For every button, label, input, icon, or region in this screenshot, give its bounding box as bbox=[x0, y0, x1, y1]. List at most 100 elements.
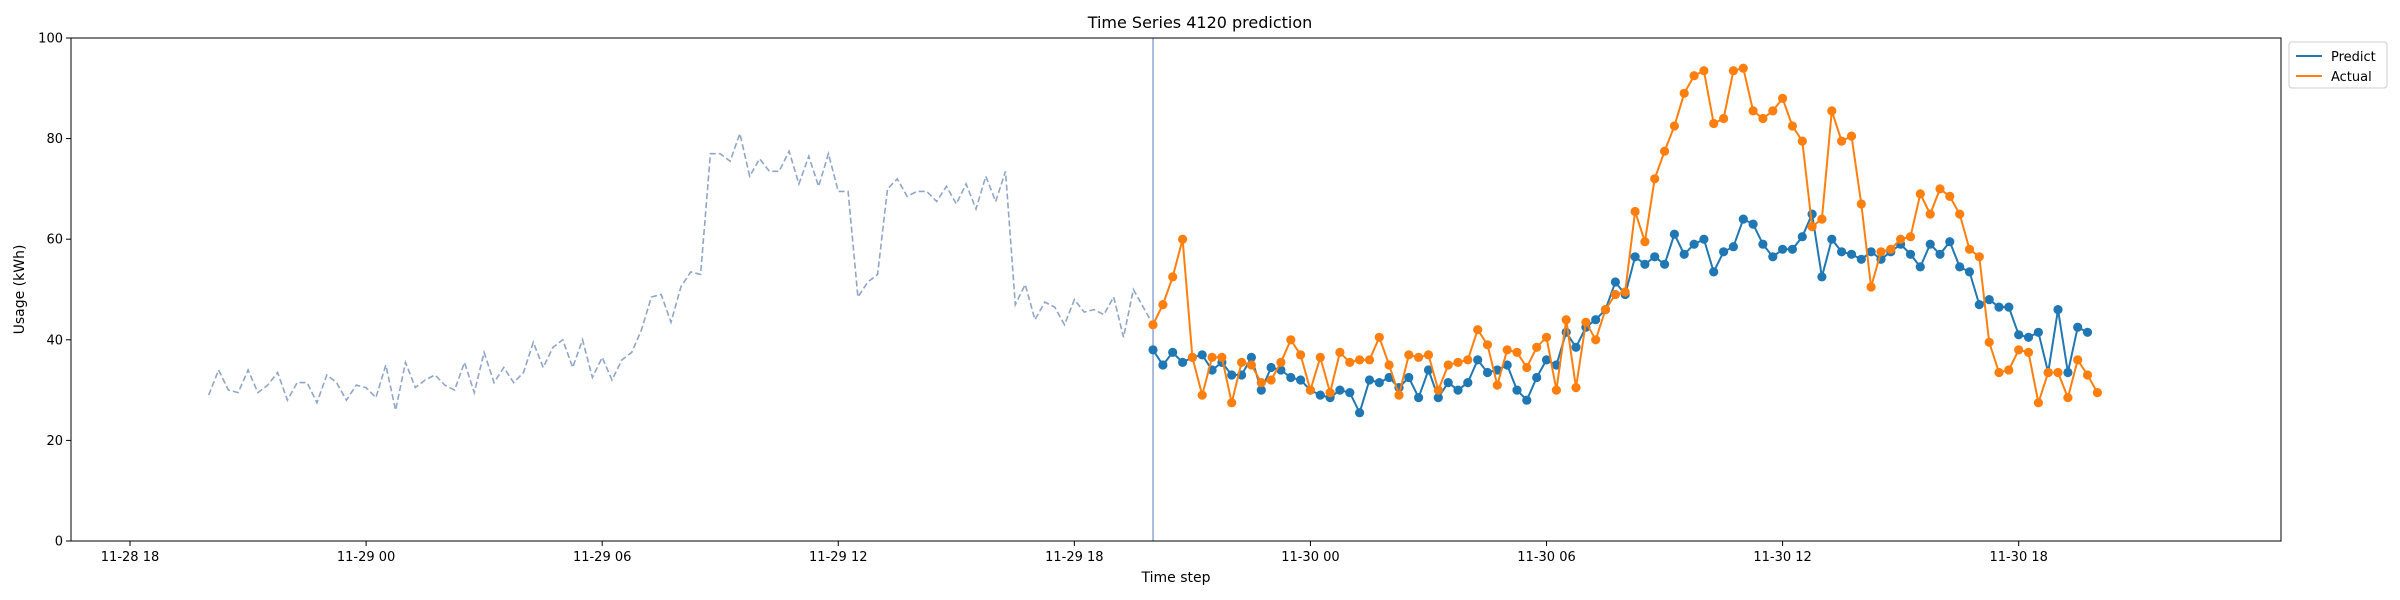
actual-point bbox=[1296, 350, 1306, 360]
predict-point bbox=[1964, 267, 1975, 277]
predict-point bbox=[1423, 365, 1434, 375]
predict-point bbox=[1984, 295, 1994, 305]
actual-point bbox=[1955, 209, 1965, 219]
predict-point bbox=[1404, 372, 1414, 383]
predict-point bbox=[1502, 360, 1512, 370]
actual-point bbox=[1325, 388, 1335, 398]
predict-point bbox=[1345, 388, 1355, 398]
actual-point bbox=[1915, 189, 1925, 199]
legend: Predict Actual bbox=[2288, 41, 2388, 89]
predict-point bbox=[1473, 355, 1483, 365]
predict-point bbox=[1945, 237, 1955, 247]
x-tick-label: 11-29 00 bbox=[337, 550, 395, 565]
actual-point bbox=[1286, 335, 1296, 345]
actual-point bbox=[1640, 237, 1650, 247]
actual-point bbox=[1237, 357, 1247, 367]
predict-point bbox=[1443, 378, 1453, 388]
actual-point bbox=[1512, 347, 1522, 357]
predict-point bbox=[1266, 362, 1276, 373]
actual-point bbox=[1866, 282, 1876, 292]
actual-point bbox=[1787, 121, 1797, 131]
x-tick-label: 11-29 18 bbox=[1045, 550, 1103, 565]
actual-point bbox=[1522, 362, 1532, 373]
actual-point bbox=[2043, 367, 2053, 378]
predict-point bbox=[1817, 272, 1827, 282]
actual-point bbox=[1709, 118, 1719, 129]
y-tick-label: 80 bbox=[46, 132, 63, 147]
actual-point bbox=[1482, 340, 1493, 350]
predict-point bbox=[1827, 234, 1837, 244]
actual-point bbox=[1807, 222, 1817, 232]
predict-point bbox=[1797, 232, 1807, 242]
actual-point bbox=[2004, 365, 2014, 375]
x-tick-label: 11-28 18 bbox=[101, 550, 159, 565]
actual-point bbox=[1404, 350, 1414, 360]
predict-point bbox=[1227, 370, 1237, 380]
predict-point bbox=[1719, 247, 1729, 257]
actual-point bbox=[1679, 88, 1689, 98]
predict-point bbox=[1866, 247, 1876, 257]
actual-point bbox=[1591, 335, 1601, 345]
predict-point bbox=[1482, 367, 1493, 378]
actual-point bbox=[1817, 214, 1827, 224]
predict-point bbox=[1787, 244, 1797, 254]
actual-point bbox=[1837, 136, 1847, 146]
actual-point bbox=[2033, 398, 2043, 408]
predict-point bbox=[1315, 390, 1325, 400]
actual-point bbox=[1797, 136, 1807, 146]
actual-point bbox=[1256, 378, 1266, 388]
predict-point bbox=[1364, 375, 1375, 385]
predict-point bbox=[1463, 378, 1473, 388]
x-tick-label: 11-29 06 bbox=[573, 550, 631, 565]
predict-point bbox=[1699, 234, 1709, 244]
predict-point bbox=[1384, 372, 1394, 383]
actual-point bbox=[1856, 199, 1866, 209]
actual-point bbox=[1492, 380, 1502, 390]
legend-label-predict: Predict bbox=[2331, 50, 2376, 65]
x-axis-label: Time step bbox=[1141, 570, 1211, 586]
actual-series bbox=[1148, 63, 2102, 408]
actual-point bbox=[1394, 390, 1404, 400]
actual-point bbox=[1778, 93, 1788, 103]
actual-point bbox=[1197, 390, 1207, 400]
predict-point bbox=[1689, 239, 1699, 249]
predict-point bbox=[1453, 385, 1463, 395]
actual-point bbox=[1984, 337, 1994, 347]
predict-point bbox=[1728, 242, 1738, 252]
predict-point bbox=[1178, 357, 1188, 367]
predict-point bbox=[1197, 350, 1207, 360]
legend-label-actual: Actual bbox=[2331, 70, 2372, 85]
predict-point bbox=[1955, 262, 1965, 272]
y-tick-label: 40 bbox=[46, 333, 63, 348]
predict-point bbox=[1915, 262, 1925, 272]
predict-point bbox=[1660, 259, 1670, 269]
actual-point bbox=[1473, 325, 1483, 335]
y-tick-label: 20 bbox=[46, 434, 63, 449]
predict-point bbox=[1807, 209, 1817, 219]
predict-point bbox=[1630, 252, 1640, 262]
actual-point bbox=[1581, 317, 1591, 327]
predict-point bbox=[1591, 315, 1601, 325]
predict-point bbox=[1335, 385, 1345, 395]
y-tick-label: 60 bbox=[46, 233, 63, 248]
x-tick-label: 11-30 12 bbox=[1753, 550, 1811, 565]
actual-point bbox=[1423, 350, 1434, 360]
actual-point bbox=[1974, 252, 1984, 262]
actual-point bbox=[1374, 332, 1384, 342]
predict-point bbox=[1246, 352, 1256, 362]
actual-point bbox=[1502, 345, 1512, 355]
actual-point bbox=[2082, 370, 2093, 380]
actual-point bbox=[1227, 398, 1237, 408]
predict-point bbox=[1512, 385, 1522, 395]
actual-point bbox=[1433, 385, 1443, 395]
actual-point bbox=[1148, 320, 1158, 330]
actual-point bbox=[1305, 385, 1315, 395]
actual-point bbox=[1719, 113, 1729, 124]
x-axis-ticks: 11-28 18 11-29 00 11-29 06 11-29 12 11-29 18… bbox=[101, 541, 2048, 565]
actual-point bbox=[1217, 352, 1227, 362]
actual-point bbox=[2073, 355, 2083, 365]
y-tick-label: 0 bbox=[55, 535, 63, 550]
predict-point bbox=[1935, 249, 1945, 259]
predict-point bbox=[1571, 342, 1581, 352]
predict-point bbox=[1414, 393, 1424, 403]
